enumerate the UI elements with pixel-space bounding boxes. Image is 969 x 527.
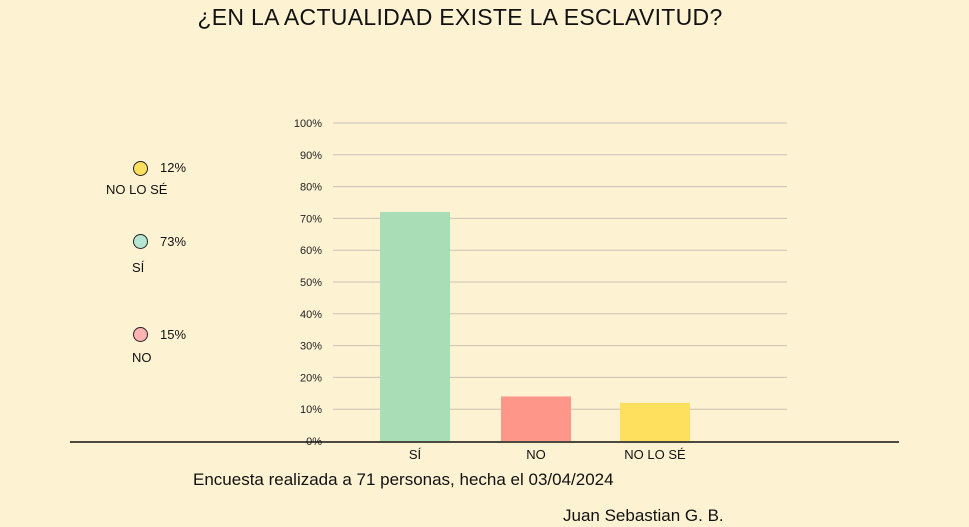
survey-footnote: Encuesta realizada a 71 personas, hecha … xyxy=(193,470,614,489)
y-tick-label: 40% xyxy=(300,309,322,321)
legend-dot-si xyxy=(133,234,148,249)
legend-label-no-lo-se: NO LO SÉ xyxy=(106,182,168,197)
y-tick-label: 60% xyxy=(300,245,322,257)
author-credit: Juan Sebastian G. B. xyxy=(563,506,724,525)
legend-dot-no xyxy=(133,327,148,342)
bar xyxy=(620,402,690,441)
legend-label-si: SÍ xyxy=(132,260,145,275)
y-tick-label: 80% xyxy=(300,182,322,194)
bar xyxy=(380,212,450,441)
y-tick-label: 10% xyxy=(300,404,322,416)
chart-title: ¿EN LA ACTUALIDAD EXISTE LA ESCLAVITUD? xyxy=(197,4,723,30)
legend-dot-no-lo-se xyxy=(133,161,148,176)
y-tick-label: 70% xyxy=(300,213,322,225)
y-tick-label: 100% xyxy=(294,118,322,130)
bar xyxy=(501,396,571,441)
x-category-label: SÍ xyxy=(409,447,422,462)
x-category-label: NO xyxy=(526,447,546,462)
legend-pct-no-lo-se: 12% xyxy=(160,160,187,175)
legend-label-no: NO xyxy=(132,350,152,365)
legend-pct-si: 73% xyxy=(160,234,187,249)
x-category-label: NO LO SÉ xyxy=(624,447,686,462)
y-tick-label: 90% xyxy=(300,150,322,162)
y-tick-label: 50% xyxy=(300,277,322,289)
y-tick-label: 30% xyxy=(300,341,322,353)
legend-pct-no: 15% xyxy=(160,327,187,342)
y-tick-label: 20% xyxy=(300,372,322,384)
